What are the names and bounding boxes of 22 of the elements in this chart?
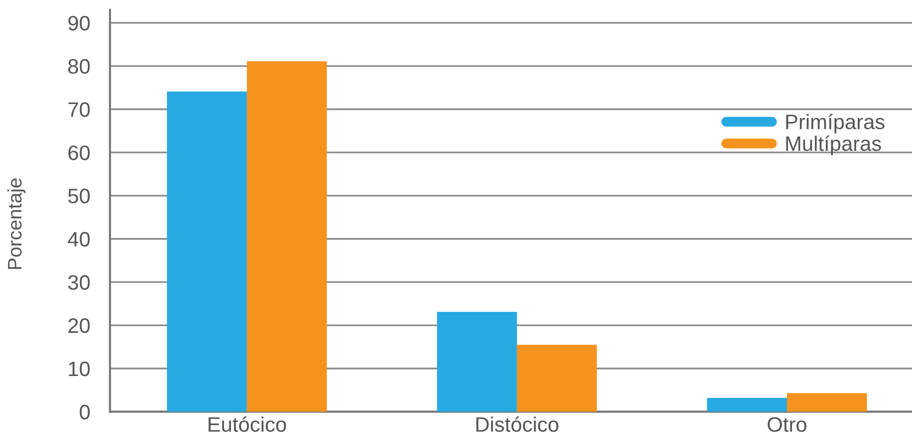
y-tick-label: 70 [68,102,90,117]
bar [246,61,327,412]
x-tick-label: Eutócico [208,416,286,432]
y-tick-label: 60 [68,145,90,160]
legend-label: Multíparas [786,135,882,156]
x-tick-label: Distócico [476,416,558,432]
bar [437,312,517,412]
y-tick-label: 90 [68,16,90,31]
bar [166,92,247,412]
bar [786,393,867,412]
y-axis-title: Porcentaje [7,178,26,269]
y-tick-label: 80 [68,59,90,74]
bar [516,344,597,412]
bar [707,398,787,412]
y-tick-label: 50 [68,188,90,204]
y-tick-label: 40 [68,232,90,247]
y-tick-label: 0 [80,404,90,420]
x-tick-label: Otro [768,417,806,432]
legend-label: Primíparas [786,114,884,134]
y-tick-label: 30 [68,275,90,290]
y-tick-label: 20 [68,318,90,334]
y-tick-label: 10 [68,362,90,376]
